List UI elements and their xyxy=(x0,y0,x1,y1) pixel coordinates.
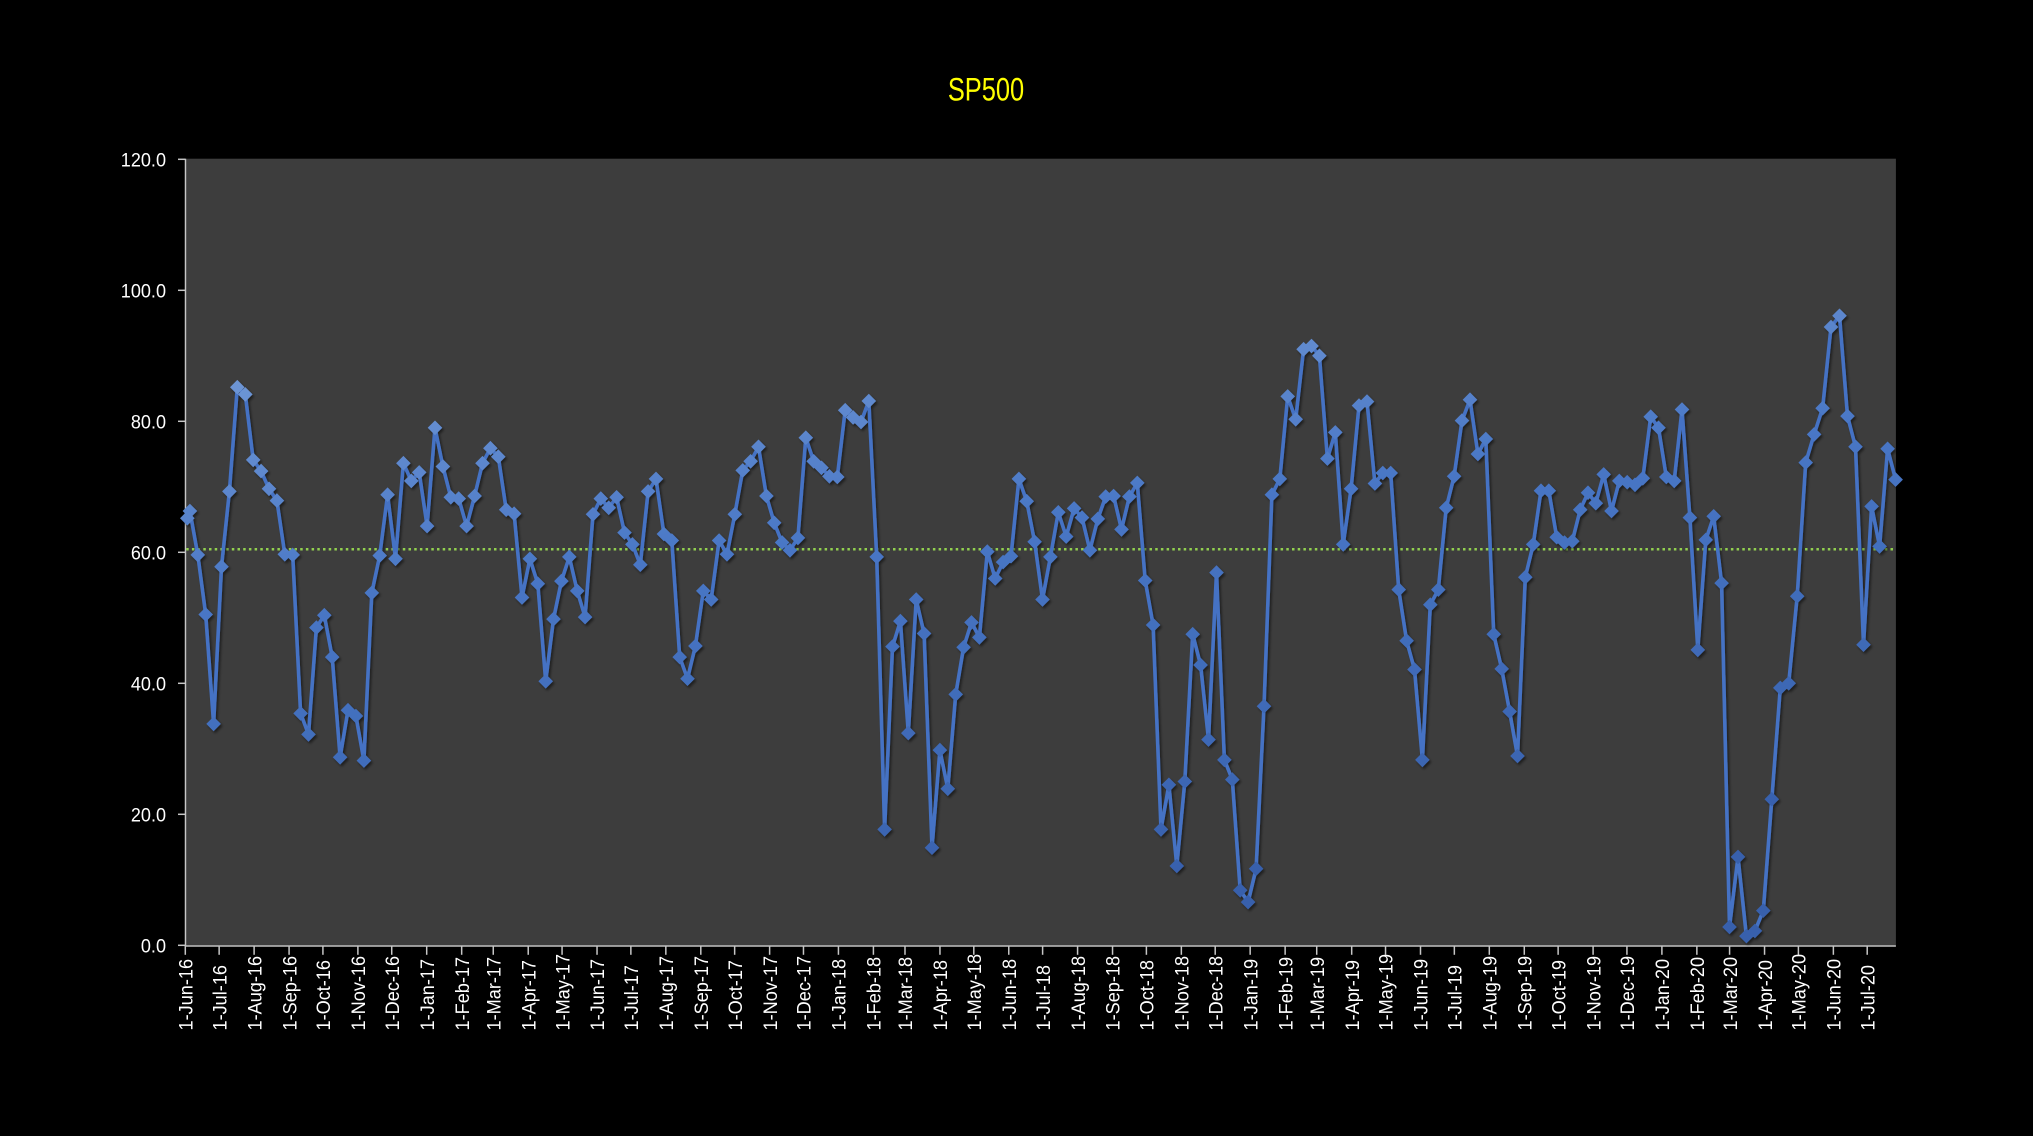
svg-text:1-Jul-17: 1-Jul-17 xyxy=(621,965,643,1031)
svg-text:1-Jul-20: 1-Jul-20 xyxy=(1857,965,1879,1031)
svg-text:1-Jun-18: 1-Jun-18 xyxy=(999,959,1021,1031)
svg-text:0.0: 0.0 xyxy=(141,935,166,957)
svg-text:80.0: 80.0 xyxy=(131,411,166,433)
svg-text:1-Oct-18: 1-Oct-18 xyxy=(1137,960,1159,1031)
svg-text:1-Nov-18: 1-Nov-18 xyxy=(1172,956,1194,1031)
svg-text:1-Mar-18: 1-Mar-18 xyxy=(895,957,917,1031)
svg-text:1-May-19: 1-May-19 xyxy=(1376,954,1398,1031)
svg-text:1-Jun-16: 1-Jun-16 xyxy=(176,959,198,1031)
svg-text:1-Mar-20: 1-Mar-20 xyxy=(1720,957,1742,1031)
svg-text:1-May-18: 1-May-18 xyxy=(964,954,986,1031)
svg-text:1-Nov-19: 1-Nov-19 xyxy=(1583,956,1605,1031)
svg-text:1-Aug-17: 1-Aug-17 xyxy=(656,956,678,1031)
svg-text:1-Oct-19: 1-Oct-19 xyxy=(1548,960,1570,1031)
svg-text:1-Dec-16: 1-Dec-16 xyxy=(382,956,404,1031)
svg-text:1-Jun-20: 1-Jun-20 xyxy=(1824,959,1846,1031)
svg-text:1-Dec-18: 1-Dec-18 xyxy=(1205,956,1227,1031)
svg-text:1-Jun-19: 1-Jun-19 xyxy=(1411,959,1433,1031)
svg-text:1-May-20: 1-May-20 xyxy=(1789,954,1811,1031)
svg-text:120.0: 120.0 xyxy=(121,149,166,171)
svg-text:20.0: 20.0 xyxy=(131,804,166,826)
svg-text:1-Apr-19: 1-Apr-19 xyxy=(1342,960,1364,1031)
svg-text:1-Oct-16: 1-Oct-16 xyxy=(313,960,335,1031)
svg-text:1-Aug-18: 1-Aug-18 xyxy=(1068,956,1090,1031)
svg-text:1-Feb-20: 1-Feb-20 xyxy=(1687,957,1709,1031)
svg-text:1-Jul-16: 1-Jul-16 xyxy=(209,965,231,1031)
svg-text:1-Jan-20: 1-Jan-20 xyxy=(1652,959,1674,1031)
svg-text:1-Jul-18: 1-Jul-18 xyxy=(1033,965,1055,1031)
svg-text:40.0: 40.0 xyxy=(131,673,166,695)
svg-text:1-Mar-17: 1-Mar-17 xyxy=(483,957,505,1031)
svg-text:100.0: 100.0 xyxy=(121,280,166,302)
svg-text:1-Nov-17: 1-Nov-17 xyxy=(760,956,782,1031)
svg-text:1-Jul-19: 1-Jul-19 xyxy=(1445,965,1467,1031)
svg-text:60.0: 60.0 xyxy=(131,542,166,564)
svg-text:1-Aug-16: 1-Aug-16 xyxy=(244,956,266,1031)
svg-text:1-Dec-19: 1-Dec-19 xyxy=(1617,956,1639,1031)
svg-text:1-Mar-19: 1-Mar-19 xyxy=(1307,957,1329,1031)
svg-text:1-Dec-17: 1-Dec-17 xyxy=(794,956,816,1031)
svg-text:1-Sep-18: 1-Sep-18 xyxy=(1103,956,1125,1031)
svg-text:1-Jun-17: 1-Jun-17 xyxy=(587,959,609,1031)
svg-text:1-May-17: 1-May-17 xyxy=(552,954,574,1031)
svg-text:1-Feb-17: 1-Feb-17 xyxy=(452,957,474,1031)
svg-text:1-Sep-17: 1-Sep-17 xyxy=(691,956,713,1031)
svg-text:1-Aug-19: 1-Aug-19 xyxy=(1480,956,1502,1031)
svg-text:1-Apr-18: 1-Apr-18 xyxy=(930,960,952,1031)
svg-text:1-Nov-16: 1-Nov-16 xyxy=(348,956,370,1031)
svg-text:1-Sep-19: 1-Sep-19 xyxy=(1514,956,1536,1031)
svg-text:1-Apr-20: 1-Apr-20 xyxy=(1755,960,1777,1031)
svg-text:1-Jan-18: 1-Jan-18 xyxy=(829,959,851,1031)
svg-text:1-Jan-19: 1-Jan-19 xyxy=(1240,959,1262,1031)
svg-text:1-Sep-16: 1-Sep-16 xyxy=(279,956,301,1031)
svg-text:1-Oct-17: 1-Oct-17 xyxy=(725,960,747,1031)
svg-text:1-Feb-18: 1-Feb-18 xyxy=(864,957,886,1031)
svg-text:1-Feb-19: 1-Feb-19 xyxy=(1275,957,1297,1031)
svg-text:1-Apr-17: 1-Apr-17 xyxy=(518,960,540,1031)
svg-text:1-Jan-17: 1-Jan-17 xyxy=(417,959,439,1031)
svg-text:SP500: SP500 xyxy=(948,72,1024,108)
